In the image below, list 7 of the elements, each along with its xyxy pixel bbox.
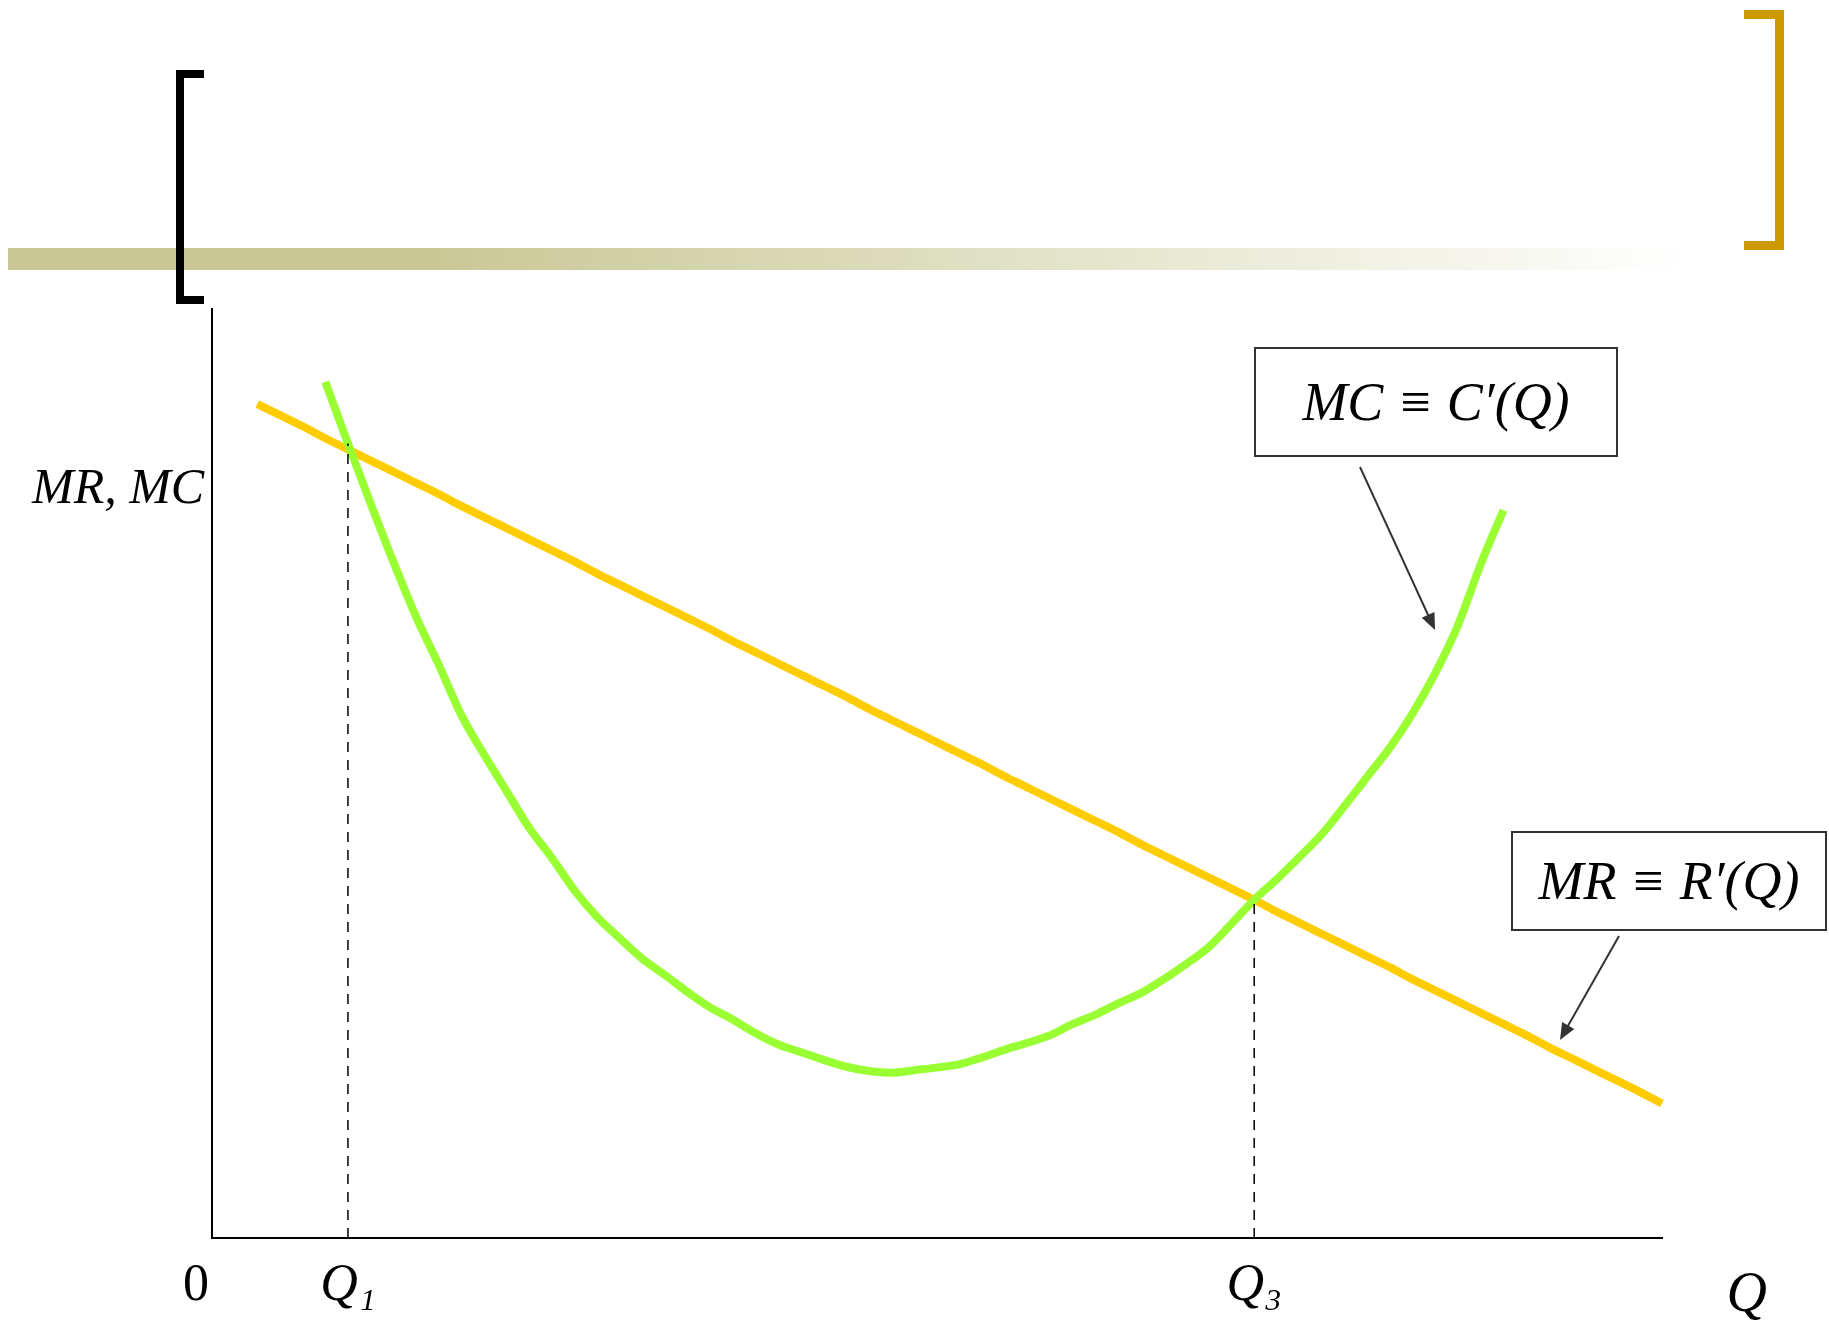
x-tick-label: 0 xyxy=(183,1253,209,1311)
x-tick-label: Q₃ xyxy=(1226,1253,1283,1311)
x-axis-title: Q xyxy=(1726,1260,1767,1323)
annotation: MR ≡ R′(Q) xyxy=(1511,831,1827,931)
x-tick-label: Q₁ xyxy=(320,1253,376,1311)
annotation: MC ≡ C′(Q) xyxy=(1254,347,1618,457)
y-axis-title: MR, MC xyxy=(31,458,205,514)
